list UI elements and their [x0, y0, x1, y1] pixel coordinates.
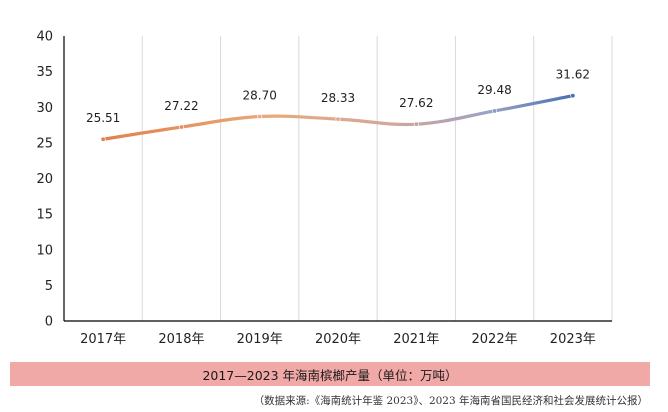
y-tick-label: 0	[45, 315, 53, 330]
grid	[141, 36, 613, 321]
data-point	[335, 116, 341, 122]
data-label: 27.22	[164, 99, 198, 113]
data-label: 28.70	[243, 89, 277, 103]
x-tick-label: 2018年	[158, 332, 204, 347]
data-point	[178, 124, 184, 130]
data-point	[413, 121, 419, 127]
data-point	[570, 93, 576, 99]
x-tick-label: 2020年	[315, 332, 361, 347]
y-tick-label: 30	[36, 101, 53, 116]
axes: 0 5 10 15 20 25 30 35 40 2017年 2018年 2019年 2020年 2021…	[36, 30, 612, 347]
data-point	[100, 136, 106, 142]
x-tick-label: 2017年	[80, 332, 126, 347]
y-tick-label: 35	[36, 65, 53, 80]
source-note: （数据来源:《海南统计年鉴 2023》、2023 年海南省国民经济和社会发展统计…	[253, 395, 648, 407]
y-tick-label: 15	[36, 208, 53, 223]
data-label: 27.62	[399, 96, 433, 110]
y-tick-label: 40	[36, 30, 53, 45]
x-tick-label: 2022年	[472, 332, 518, 347]
data-point	[257, 114, 263, 120]
y-tick-label: 20	[36, 172, 53, 187]
data-label: 29.48	[477, 83, 511, 97]
y-tick-label: 10	[36, 243, 53, 258]
data-label: 31.62	[556, 68, 590, 82]
data-point	[492, 108, 498, 114]
data-label: 25.51	[86, 111, 120, 125]
labels: 25.51 27.22 28.70 28.33 27.62 29.48 31.62	[86, 68, 590, 126]
chart-caption-bar: 2017—2023 年海南槟榔产量（单位：万吨）	[10, 362, 650, 386]
x-tick-label: 2021年	[393, 332, 439, 347]
data-label: 28.33	[321, 91, 355, 105]
y-tick-label: 5	[45, 279, 53, 294]
x-tick-label: 2023年	[550, 332, 596, 347]
series-line	[100, 93, 576, 142]
y-tick-label: 25	[36, 136, 53, 151]
chart-caption: 2017—2023 年海南槟榔产量（单位：万吨）	[202, 367, 458, 383]
x-tick-label: 2019年	[237, 332, 283, 347]
